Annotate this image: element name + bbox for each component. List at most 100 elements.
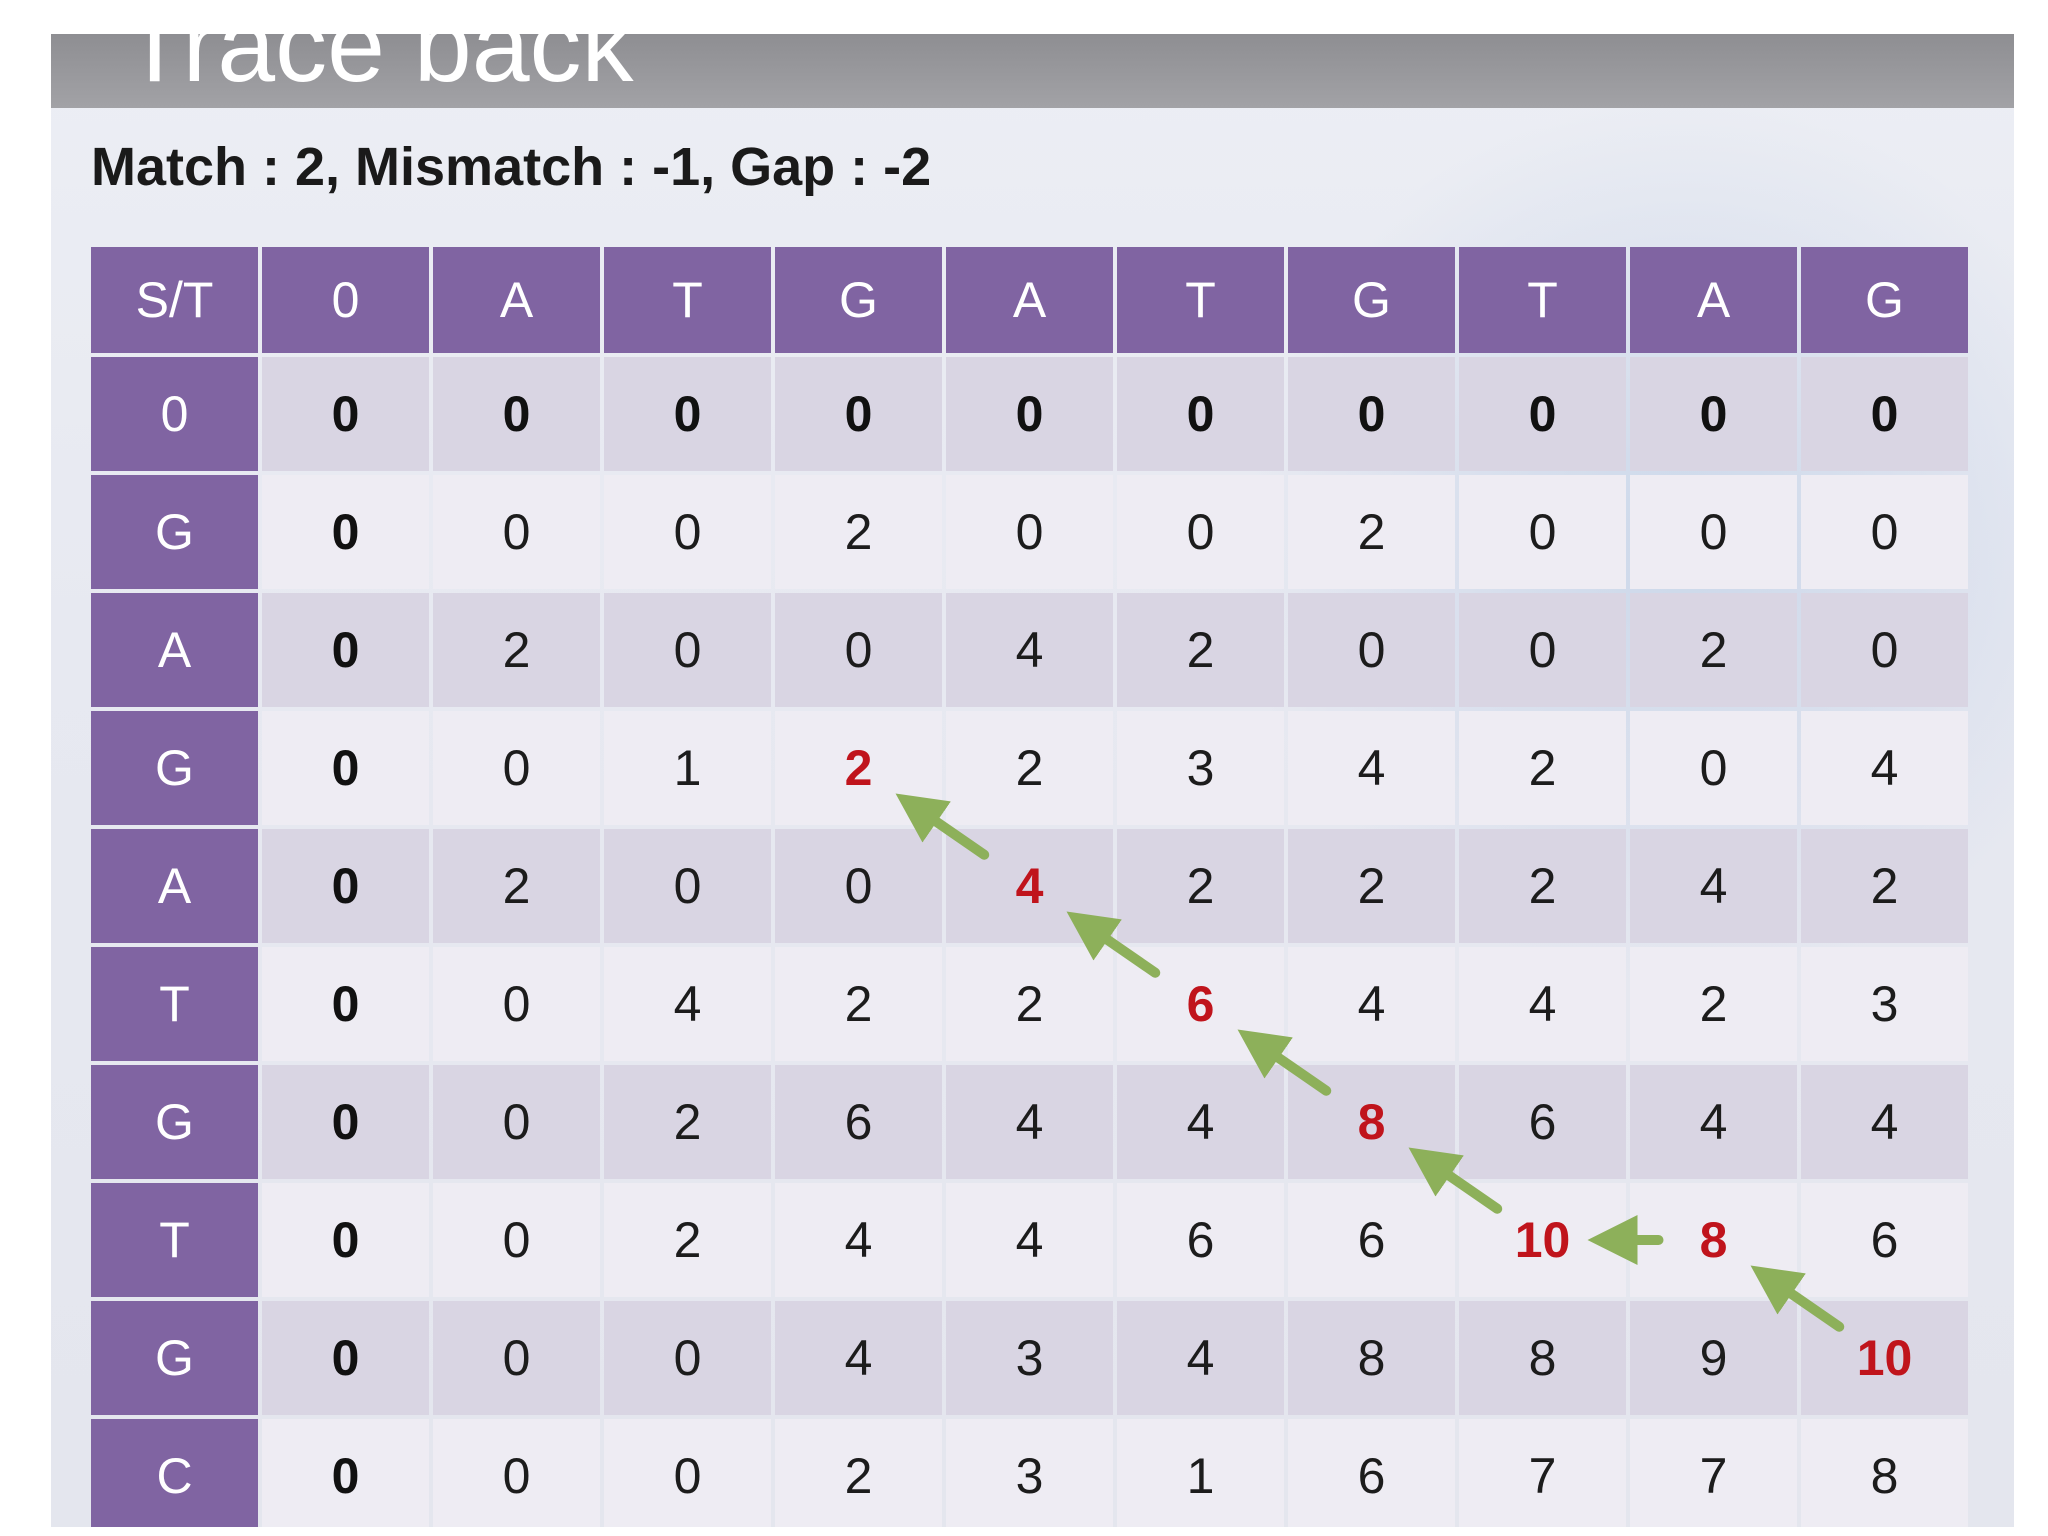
slide-title: Trace back <box>123 34 634 104</box>
init-cell: 0 <box>262 1419 429 1527</box>
score-cell: 0 <box>604 475 771 589</box>
score-cell: 2 <box>1117 829 1284 943</box>
score-cell: 2 <box>946 947 1113 1061</box>
score-cell: 2 <box>1459 829 1626 943</box>
score-cell: 6 <box>775 1065 942 1179</box>
init-cell: 0 <box>775 357 942 471</box>
score-cell: 6 <box>1288 1419 1455 1527</box>
score-cell: 2 <box>1117 593 1284 707</box>
score-cell: 4 <box>946 1065 1113 1179</box>
column-header: T <box>604 247 771 353</box>
score-cell: 4 <box>946 593 1113 707</box>
score-cell: 8 <box>1459 1301 1626 1415</box>
score-cell: 6 <box>1459 1065 1626 1179</box>
score-cell: 2 <box>604 1065 771 1179</box>
score-cell: 2 <box>433 593 600 707</box>
init-cell: 0 <box>1630 357 1797 471</box>
init-cell: 0 <box>946 357 1113 471</box>
init-cell: 0 <box>262 829 429 943</box>
score-cell: 3 <box>1801 947 1968 1061</box>
init-cell: 0 <box>262 1301 429 1415</box>
score-cell: 2 <box>1288 829 1455 943</box>
row-header: A <box>91 829 258 943</box>
row-header: 0 <box>91 357 258 471</box>
traceback-cell: 6 <box>1117 947 1284 1061</box>
score-cell: 2 <box>1630 593 1797 707</box>
score-cell: 0 <box>1630 711 1797 825</box>
score-cell: 3 <box>946 1301 1113 1415</box>
score-cell: 4 <box>775 1301 942 1415</box>
init-cell: 0 <box>433 357 600 471</box>
init-cell: 0 <box>262 1065 429 1179</box>
score-cell: 9 <box>1630 1301 1797 1415</box>
score-cell: 1 <box>604 711 771 825</box>
score-cell: 4 <box>1801 711 1968 825</box>
score-cell: 4 <box>775 1183 942 1297</box>
traceback-cell: 10 <box>1801 1301 1968 1415</box>
init-cell: 0 <box>262 475 429 589</box>
init-cell: 0 <box>262 1183 429 1297</box>
score-cell: 4 <box>1288 947 1455 1061</box>
score-cell: 4 <box>946 1183 1113 1297</box>
score-cell: 8 <box>1288 1301 1455 1415</box>
init-cell: 0 <box>262 711 429 825</box>
column-header: A <box>1630 247 1797 353</box>
row-header: G <box>91 1301 258 1415</box>
score-cell: 2 <box>1459 711 1626 825</box>
score-cell: 4 <box>1630 1065 1797 1179</box>
row-header: T <box>91 1183 258 1297</box>
score-cell: 7 <box>1459 1419 1626 1527</box>
score-cell: 0 <box>1459 475 1626 589</box>
column-header: G <box>1801 247 1968 353</box>
column-header: G <box>1288 247 1455 353</box>
score-cell: 4 <box>1117 1301 1284 1415</box>
score-cell: 0 <box>604 829 771 943</box>
score-cell: 2 <box>775 475 942 589</box>
init-cell: 0 <box>262 593 429 707</box>
score-cell: 0 <box>1117 475 1284 589</box>
score-cell: 2 <box>775 947 942 1061</box>
score-cell: 2 <box>1288 475 1455 589</box>
score-cell: 0 <box>946 475 1113 589</box>
column-header: G <box>775 247 942 353</box>
column-header: T <box>1117 247 1284 353</box>
score-cell: 0 <box>433 947 600 1061</box>
init-cell: 0 <box>1801 357 1968 471</box>
score-cell: 0 <box>775 829 942 943</box>
traceback-cell: 8 <box>1630 1183 1797 1297</box>
score-cell: 8 <box>1801 1419 1968 1527</box>
score-cell: 4 <box>1459 947 1626 1061</box>
score-cell: 4 <box>1801 1065 1968 1179</box>
row-header: T <box>91 947 258 1061</box>
score-cell: 0 <box>433 1301 600 1415</box>
score-cell: 6 <box>1117 1183 1284 1297</box>
score-cell: 0 <box>433 1183 600 1297</box>
score-cell: 2 <box>1801 829 1968 943</box>
score-cell: 2 <box>604 1183 771 1297</box>
score-cell: 0 <box>775 593 942 707</box>
score-cell: 0 <box>604 1419 771 1527</box>
score-cell: 4 <box>1630 829 1797 943</box>
column-header: A <box>946 247 1113 353</box>
row-header: G <box>91 711 258 825</box>
score-cell: 0 <box>1459 593 1626 707</box>
score-cell: 6 <box>1801 1183 1968 1297</box>
traceback-cell: 10 <box>1459 1183 1626 1297</box>
init-cell: 0 <box>1459 357 1626 471</box>
traceback-cell: 4 <box>946 829 1113 943</box>
score-cell: 4 <box>1117 1065 1284 1179</box>
score-cell: 3 <box>1117 711 1284 825</box>
row-header: C <box>91 1419 258 1527</box>
score-cell: 0 <box>433 1065 600 1179</box>
score-cell: 2 <box>1630 947 1797 1061</box>
row-header: A <box>91 593 258 707</box>
